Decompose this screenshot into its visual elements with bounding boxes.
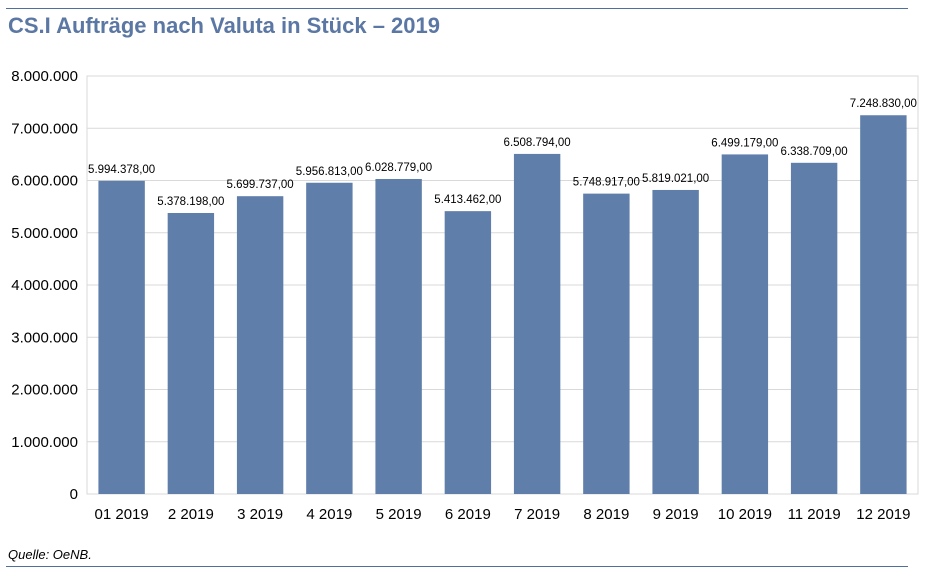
data-label: 5.748.917,00 <box>573 177 640 189</box>
data-label: 6.028.779,00 <box>365 162 432 174</box>
top-rule <box>6 8 908 9</box>
y-tick-label: 2.000.000 <box>11 382 78 399</box>
y-tick-label: 5.000.000 <box>11 225 78 242</box>
y-tick-label: 0 <box>70 486 78 503</box>
x-tick-label: 2 2019 <box>168 506 214 523</box>
bar <box>860 115 907 495</box>
bar <box>513 153 561 494</box>
data-label: 5.699.737,00 <box>227 179 294 191</box>
data-label: 5.956.813,00 <box>296 166 363 178</box>
x-tick-label: 5 2019 <box>376 506 422 523</box>
source-note: Quelle: OeNB. <box>8 547 92 562</box>
x-tick-label: 8 2019 <box>583 506 629 523</box>
bottom-rule <box>6 566 908 567</box>
data-label: 5.819.021,00 <box>642 173 709 185</box>
data-label: 6.338.709,00 <box>781 146 848 158</box>
x-tick-label: 6 2019 <box>445 506 491 523</box>
data-labels: 5.994.378,00 5.378.198,005.699.737,005.95… <box>88 98 917 208</box>
bar <box>98 180 145 494</box>
bar <box>790 162 838 494</box>
data-label: 7.248.830,00 <box>850 98 917 110</box>
bar <box>583 193 630 494</box>
data-label: 5.994.378,00 <box>88 164 155 176</box>
data-label: 5.413.462,00 <box>434 194 501 206</box>
x-tick-label: 7 2019 <box>514 506 560 523</box>
y-tick-label: 4.000.000 <box>11 277 78 294</box>
x-tick-label: 12 2019 <box>856 506 910 523</box>
x-tick-label: 01 2019 <box>95 506 149 523</box>
x-tick-label: 4 2019 <box>306 506 352 523</box>
bar <box>444 211 492 494</box>
bars <box>98 115 907 495</box>
bar <box>236 196 284 495</box>
data-label: 5.378.198,00 <box>157 196 224 208</box>
x-tick-label: 3 2019 <box>237 506 283 523</box>
bar <box>375 178 422 495</box>
y-tick-label: 1.000.000 <box>11 434 78 451</box>
gridlines <box>86 75 919 495</box>
x-tick-label: 11 2019 <box>788 506 841 523</box>
bar <box>721 154 769 494</box>
data-label: 6.508.794,00 <box>504 137 571 149</box>
y-tick-label: 6.000.000 <box>11 173 78 190</box>
x-tick-label: 9 2019 <box>653 506 699 523</box>
bar <box>167 212 215 495</box>
x-axis-ticks: 01 2019 2 2019 3 2019 4 2019 5 2019 6 2019 7 2… <box>95 506 911 523</box>
bar <box>652 189 699 494</box>
y-tick-label: 3.000.000 <box>11 329 78 346</box>
bar <box>306 182 353 494</box>
y-tick-label: 7.000.000 <box>11 120 78 137</box>
chart-title: CS.I Aufträge nach Valuta in Stück – 201… <box>8 13 440 38</box>
data-label: 6.499.179,00 <box>711 137 778 149</box>
x-tick-label: 10 2019 <box>718 506 772 523</box>
y-tick-label: 8.000.000 <box>11 68 78 85</box>
y-axis-ticks: 0 1.000.000 2.000.000 3.000.000 4.000.000 5.0… <box>11 68 78 503</box>
